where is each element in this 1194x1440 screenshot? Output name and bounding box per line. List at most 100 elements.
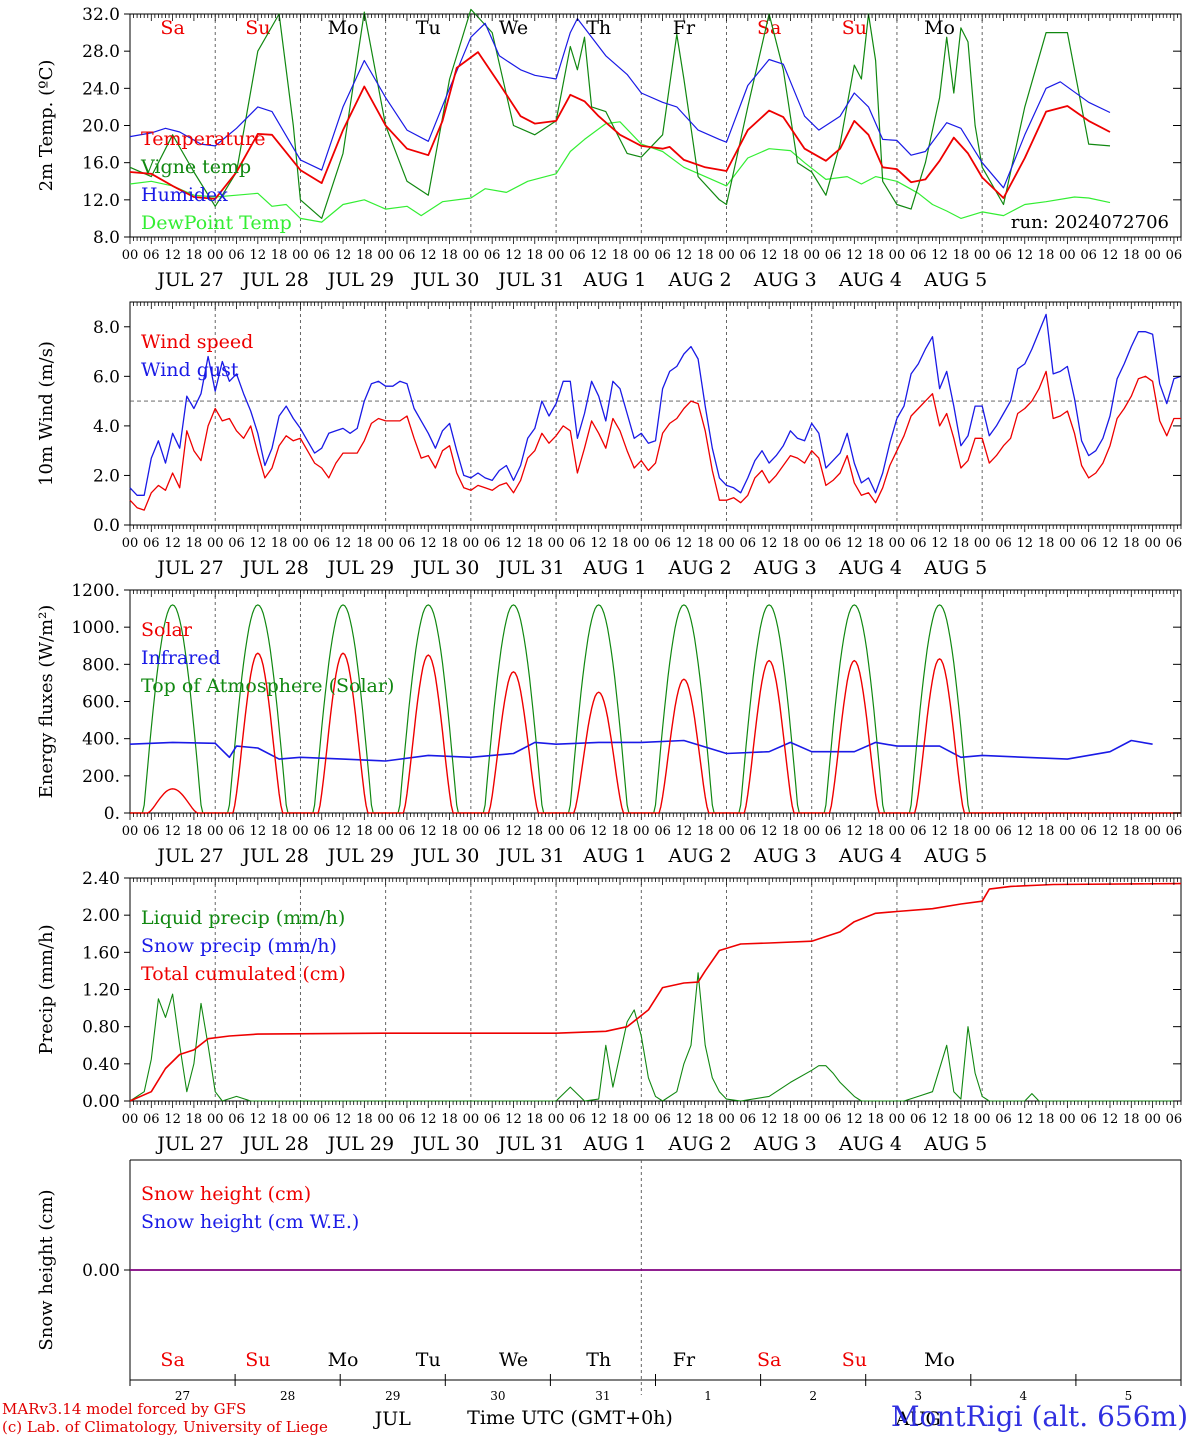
precip-panel-date-label-0: JUL 27 xyxy=(155,1133,223,1155)
energy-panel-date-label-5: AUG 1 xyxy=(582,845,646,867)
wind-panel-hour-label: 12 xyxy=(931,536,948,551)
precip-panel-hour-label: 12 xyxy=(761,1112,778,1127)
temp-panel-hour-label: 00 xyxy=(1144,248,1161,263)
energy-panel-hour-label: 18 xyxy=(697,824,714,839)
wind-panel-hour-label: 18 xyxy=(441,536,458,551)
wind-panel-y-tick-label-2: 4.0 xyxy=(93,417,120,437)
wind-panel-hour-label: 06 xyxy=(825,536,842,551)
wind-panel-hour-label: 12 xyxy=(676,536,693,551)
precip-panel-hour-label: 18 xyxy=(356,1112,373,1127)
temp-panel-hour-label: 18 xyxy=(697,248,714,263)
precip-panel-hour-label: 06 xyxy=(995,1112,1012,1127)
temp-panel-hour-label: 12 xyxy=(250,248,267,263)
temp-panel-hour-label: 06 xyxy=(1166,248,1183,263)
energy-panel-hour-label: 06 xyxy=(228,824,245,839)
precip-panel-y-tick-label-1: 0.40 xyxy=(82,1055,120,1075)
precip-panel-hour-label: 00 xyxy=(377,1112,394,1127)
wind-panel-hour-label: 18 xyxy=(527,536,544,551)
wind-panel-hour-label: 18 xyxy=(186,536,203,551)
wind-panel-frame xyxy=(129,301,1182,526)
temp-weekday-3: Tu xyxy=(416,17,441,39)
energy-panel-hour-label: 18 xyxy=(271,824,288,839)
bottom-x-axis-label: Time UTC (GMT+0h) xyxy=(467,1407,673,1429)
wind-panel-hour-label: 18 xyxy=(953,536,970,551)
energy-panel-hour-label: 06 xyxy=(910,824,927,839)
temp-panel-hour-label: 00 xyxy=(548,248,565,263)
energy-panel-legend-1: Infrared xyxy=(141,647,221,669)
temp-panel-hour-label: 00 xyxy=(207,248,224,263)
temp-panel-date-label-9: AUG 5 xyxy=(923,269,987,291)
precip-panel-hour-label: 12 xyxy=(164,1112,181,1127)
wind-panel-hour-label: 06 xyxy=(313,536,330,551)
wind-panel-hour-label: 00 xyxy=(207,536,224,551)
precip-panel-hour-label: 06 xyxy=(654,1112,671,1127)
temp-panel-date-label-2: JUL 29 xyxy=(326,269,394,291)
precip-panel-hour-label: 00 xyxy=(1059,1112,1076,1127)
energy-panel-y-tick-label-1: 200. xyxy=(82,767,120,787)
temp-panel-hour-label: 18 xyxy=(441,248,458,263)
precip-series-red-line xyxy=(129,882,1182,1102)
energy-panel-hour-label: 12 xyxy=(931,824,948,839)
temp-panel-hour-label: 06 xyxy=(910,248,927,263)
temp-panel-hour-label: 06 xyxy=(1080,248,1097,263)
temp-panel-hour-label: 06 xyxy=(313,248,330,263)
precip-panel-hour-label: 18 xyxy=(1038,1112,1055,1127)
wind-panel-date-label-4: JUL 31 xyxy=(496,557,564,579)
temp-weekday-0: Sa xyxy=(160,17,184,39)
temp-panel-hour-label: 00 xyxy=(974,248,991,263)
energy-panel-hour-label: 18 xyxy=(1038,824,1055,839)
temp-panel-hour-label: 00 xyxy=(889,248,906,263)
temp-panel-hour-label: 12 xyxy=(335,248,352,263)
energy-panel-hour-label: 00 xyxy=(463,824,480,839)
wind-panel-hour-label: 00 xyxy=(974,536,991,551)
precip-panel-date-label-3: JUL 30 xyxy=(411,1133,479,1155)
wind-panel-hour-label: 18 xyxy=(271,536,288,551)
wind-panel-hour-label: 18 xyxy=(782,536,799,551)
precip-panel-date-label-1: JUL 28 xyxy=(240,1133,308,1155)
energy-infrared-line xyxy=(129,739,1153,762)
energy-panel-hour-label: 18 xyxy=(1123,824,1140,839)
snow-weekday-2: Mo xyxy=(328,1349,359,1371)
energy-panel-hour-label: 12 xyxy=(164,824,181,839)
precip-panel-y-axis-label: Precip (mm/h) xyxy=(36,924,57,1054)
temp-panel-hour-label: 00 xyxy=(122,248,139,263)
wind-panel-hour-label: 06 xyxy=(484,536,501,551)
wind-panel-hour-label: 06 xyxy=(143,536,160,551)
temp-weekday-4: We xyxy=(499,17,528,39)
temp-panel-hour-label: 06 xyxy=(228,248,245,263)
temp-panel-date-label-7: AUG 3 xyxy=(753,269,817,291)
snow-weekday-1: Su xyxy=(245,1349,270,1371)
temp-panel-hour-label: 00 xyxy=(292,248,309,263)
temp-panel-hour-label: 06 xyxy=(740,248,757,263)
temp-series-blue-line xyxy=(129,18,1111,189)
bottom-day-number-6: 2 xyxy=(809,1389,817,1403)
energy-panel-hour-label: 00 xyxy=(377,824,394,839)
temp-panel-hour-label: 00 xyxy=(1059,248,1076,263)
energy-panel-hour-label: 00 xyxy=(1144,824,1161,839)
precip-panel-hour-label: 12 xyxy=(1016,1112,1033,1127)
precip-panel-hour-label: 18 xyxy=(953,1112,970,1127)
temp-panel-hour-label: 06 xyxy=(569,248,586,263)
energy-panel-date-label-7: AUG 3 xyxy=(753,845,817,867)
energy-panel-hour-label: 18 xyxy=(867,824,884,839)
temp-panel-legend-0: Temperature xyxy=(141,128,265,150)
temp-weekday-8: Su xyxy=(842,17,867,39)
energy-panel-date-label-0: JUL 27 xyxy=(155,845,223,867)
energy-panel-y-axis-label: Energy fluxes (W/m²) xyxy=(36,605,57,799)
temp-panel-date-label-3: JUL 30 xyxy=(411,269,479,291)
precip-panel-hour-label: 12 xyxy=(1102,1112,1119,1127)
credit-line-2: (c) Lab. of Climatology, University of L… xyxy=(2,1418,328,1436)
energy-panel-hour-label: 00 xyxy=(974,824,991,839)
precip-panel-hour-label: 18 xyxy=(1123,1112,1140,1127)
precip-panel-y-tick-label-6: 2.40 xyxy=(82,869,120,889)
precip-panel-hour-label: 00 xyxy=(974,1112,991,1127)
precip-panel-legend-1: Snow precip (mm/h) xyxy=(141,935,337,957)
energy-panel-hour-label: 06 xyxy=(825,824,842,839)
temp-panel-hour-label: 18 xyxy=(356,248,373,263)
energy-panel-date-label-2: JUL 29 xyxy=(326,845,394,867)
temp-panel-date-label-4: JUL 31 xyxy=(496,269,564,291)
temp-weekday-7: Sa xyxy=(757,17,781,39)
temp-panel-hour-label: 18 xyxy=(271,248,288,263)
wind-panel-date-label-0: JUL 27 xyxy=(155,557,223,579)
bottom-day-number-3: 30 xyxy=(490,1389,505,1403)
